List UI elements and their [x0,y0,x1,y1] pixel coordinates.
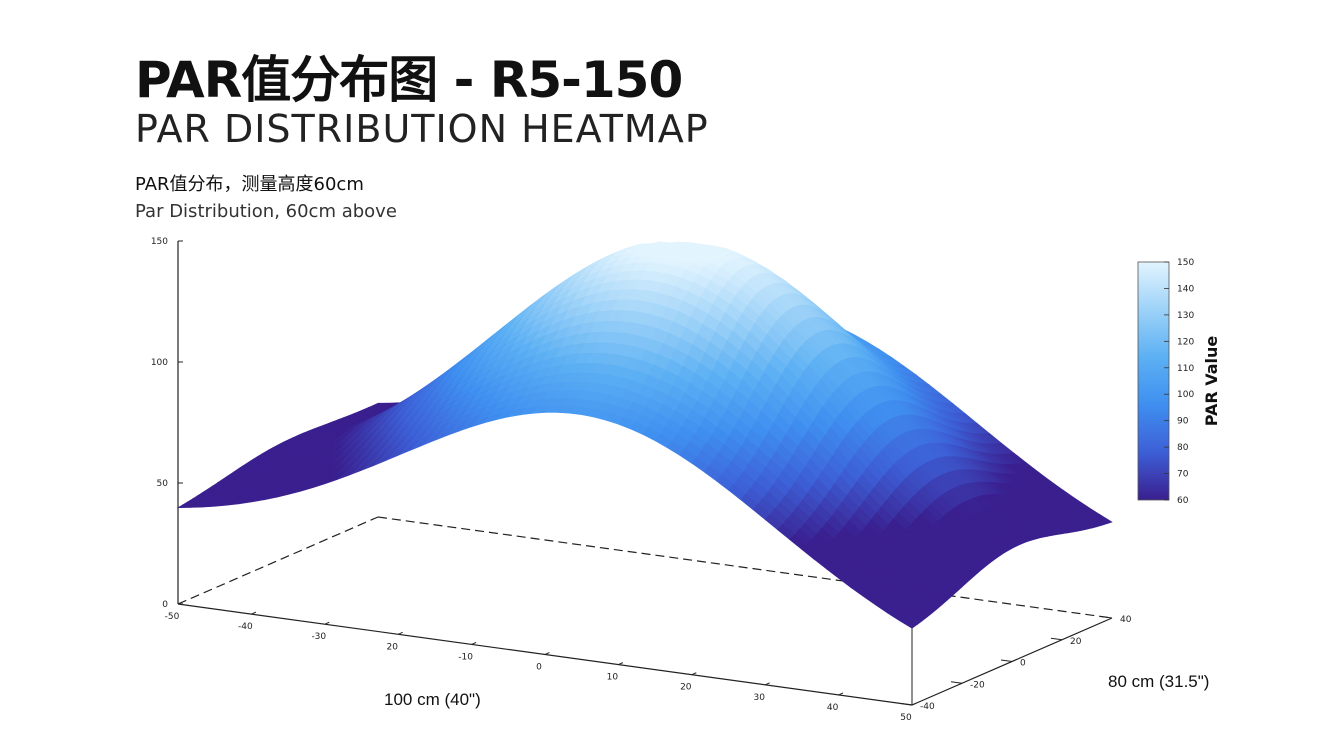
x-tick-mark [544,652,550,655]
chart-axes [177,241,1113,706]
y-tick-mark [950,681,963,684]
y-tick-label: 40 [1120,615,1132,625]
y-tick-label: 0 [1020,659,1026,669]
left-floor-edge [177,516,379,605]
y-dimension-label: 80 cm (31.5") [1108,672,1209,691]
x-tick-mark [177,601,183,605]
axis-ticks: 0 50 100 150 -50 -40 -30 20 -10 0 10 20 30 40 50 -40 -20… [151,237,1132,723]
x-tick-label: 0 [536,663,542,673]
x-tick-mark [471,641,477,645]
x-tick-mark [251,611,257,615]
x-dimension-label: 100 cm (40") [384,690,481,709]
surface-mesh [176,241,1113,629]
x-tick-label: 20 [680,683,692,693]
z-tick-label: 100 [151,358,168,368]
x-tick-label: -30 [311,632,326,642]
page-title-cn: PAR值分布图 - R5-150 [135,51,683,109]
y-tick-mark [1100,615,1113,619]
colorbar-tick-label: 130 [1177,311,1194,321]
y-tick-label: -40 [920,702,935,712]
x-tick-label: -50 [165,612,180,622]
colorbar: 60 70 80 90 100 110 120 130 140 150 PAR Value [1137,258,1221,506]
colorbar-bar [1137,261,1170,501]
colorbar-tick-label: 110 [1177,364,1194,374]
x-tick-label: 20 [386,642,398,652]
x-tick-mark [911,702,917,706]
x-tick-mark [691,672,697,676]
x-tick-mark [765,682,770,686]
x-tick-label: 40 [827,703,839,713]
page-title-en: PAR DISTRIBUTION HEATMAP [135,107,709,151]
y-tick-mark [900,702,913,706]
colorbar-tick-label: 80 [1177,443,1189,453]
x-tick-label: 50 [900,713,912,723]
x-tick-mark [324,621,330,625]
x-tick-mark [838,692,844,696]
colorbar-label: PAR Value [1202,336,1221,427]
colorbar-tick-label: 140 [1177,284,1194,294]
y-tick-mark [1050,637,1063,641]
colorbar-tick-label: 100 [1177,390,1194,400]
y-tick-mark [1000,659,1013,662]
colorbar-tick-label: 90 [1177,417,1189,427]
x-tick-mark [398,631,403,635]
y-tick-label: -20 [970,680,985,690]
surface-cell [899,616,918,629]
z-tick-label: 50 [157,479,169,489]
y-tick-label: 20 [1070,637,1082,647]
x-tick-label: -40 [238,622,253,632]
colorbar-tick-label: 70 [1177,470,1189,480]
back-floor-edge [377,516,1113,619]
x-tick-label: 10 [607,673,619,683]
z-tick-label: 0 [162,600,168,610]
chart-subtitle-cn: PAR值分布，测量高度60cm [135,174,364,195]
chart-subtitle-en: Par Distribution, 60cm above [135,201,397,222]
colorbar-tick-label: 150 [1177,258,1194,268]
x-tick-mark [618,662,624,666]
z-tick-label: 150 [151,237,168,247]
x-tick-label: 30 [753,693,765,703]
colorbar-tick-label: 60 [1177,496,1189,506]
colorbar-tick-label: 120 [1177,337,1194,347]
x-tick-label: -10 [458,652,473,662]
